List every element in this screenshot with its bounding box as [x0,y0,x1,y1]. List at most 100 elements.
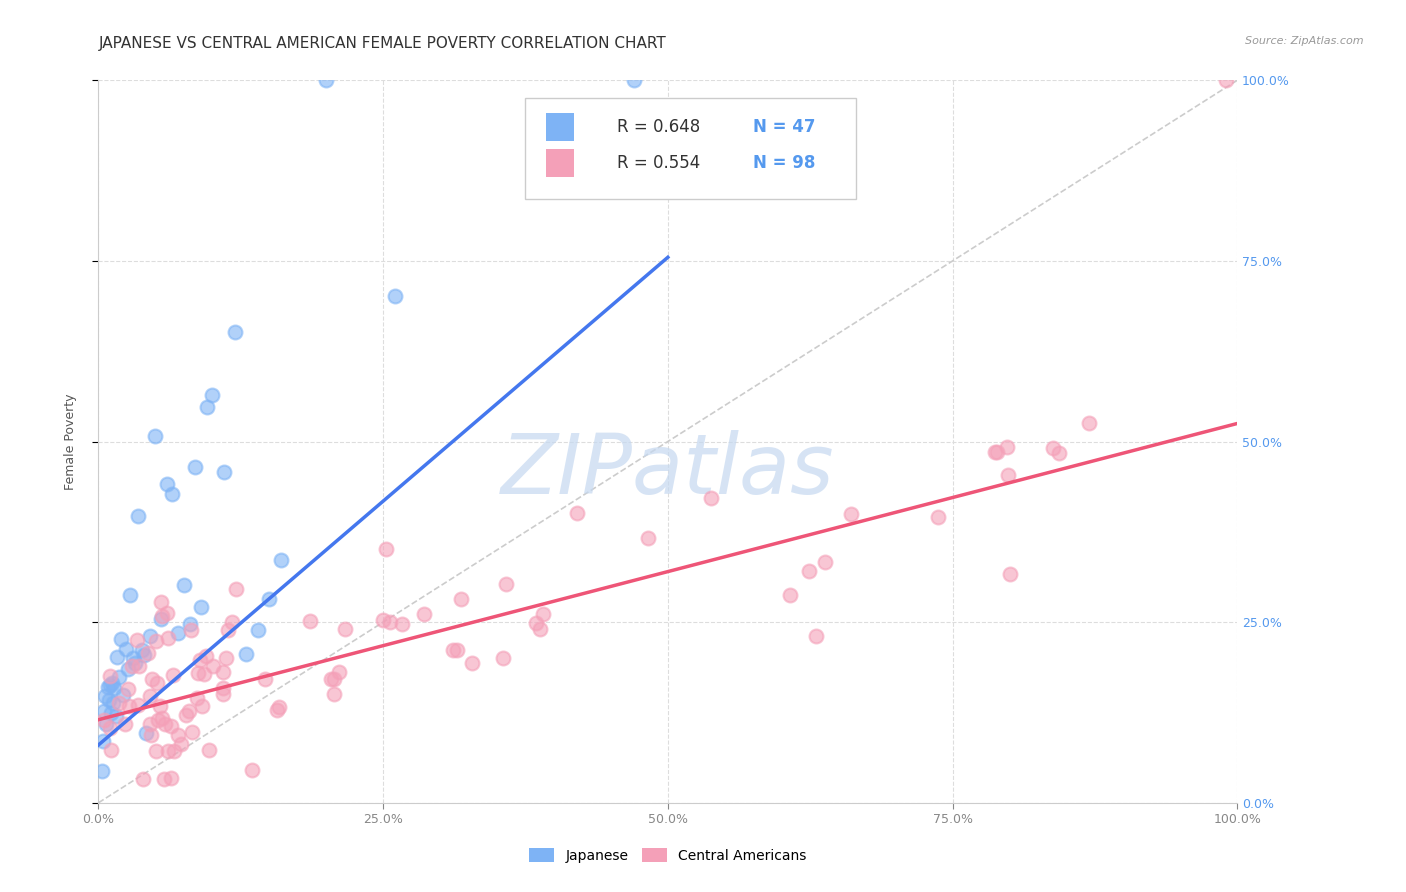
Point [998,567,1021,582]
Point [190,698,212,713]
Point [139,716,162,731]
Point [202,658,225,673]
Point [96,716,118,731]
Point [797,564,820,578]
Point [319,673,342,687]
Point [700,491,723,505]
Point [146,676,169,690]
Point [97,693,120,707]
Point [157,631,180,645]
Point [150,595,173,609]
Point [163,744,186,758]
Text: N = 47: N = 47 [754,119,815,136]
Point [495,576,517,591]
Point [146,713,169,727]
Point [391,616,413,631]
Point [806,629,828,643]
Point [378,615,401,629]
Point [184,460,207,475]
Point [98,678,121,692]
Point [136,646,159,660]
Point [145,744,167,758]
Point [779,589,801,603]
Point [150,711,173,725]
Point [103,697,125,711]
Text: R = 0.648: R = 0.648 [617,119,700,136]
Point [114,642,136,657]
Point [180,623,202,637]
Point [194,649,217,664]
Point [103,681,125,695]
Point [107,696,129,710]
Point [100,669,122,683]
Point [108,670,131,684]
Point [118,698,141,713]
Point [173,578,195,592]
Point [984,445,1007,459]
Point [224,325,246,339]
Point [179,616,201,631]
Text: JAPANESE VS CENTRAL AMERICAN FEMALE POVERTY CORRELATION CHART: JAPANESE VS CENTRAL AMERICAN FEMALE POVE… [98,36,666,51]
Point [190,599,212,614]
Text: N = 98: N = 98 [754,154,815,172]
Point [215,651,238,665]
Point [446,643,468,657]
Point [127,508,149,523]
Point [841,507,863,521]
Point [814,555,837,569]
Point [270,553,292,567]
Point [266,703,288,717]
Point [235,648,257,662]
Point [1042,441,1064,455]
Point [131,643,153,657]
Point [174,708,197,723]
Point [162,487,184,501]
Point [156,744,179,758]
Point [156,477,179,491]
Point [152,609,174,624]
Point [153,716,176,731]
Point [96,680,118,694]
Point [98,721,121,735]
Point [413,607,436,621]
FancyBboxPatch shape [546,149,575,178]
Point [371,613,394,627]
Point [141,673,163,687]
Point [195,400,218,414]
Point [145,429,167,443]
Point [225,582,247,597]
FancyBboxPatch shape [546,113,575,141]
Point [156,606,179,620]
Point [138,629,160,643]
Point [1077,416,1099,430]
Point [150,612,173,626]
Legend: Japanese, Central Americans: Japanese, Central Americans [523,842,813,868]
Point [167,626,190,640]
Point [188,653,211,667]
Point [267,699,290,714]
Point [162,668,184,682]
Point [166,728,188,742]
Point [114,716,136,731]
Point [132,772,155,787]
Point [1215,73,1237,87]
Point [212,687,235,701]
Point [637,532,659,546]
Point [117,662,139,676]
Point [197,743,219,757]
Point [187,665,209,680]
Point [240,763,263,777]
Point [927,510,949,524]
Point [124,657,146,671]
Point [221,615,243,629]
Point [986,445,1008,459]
Point [121,659,143,673]
Point [253,672,276,686]
Point [526,616,548,631]
Point [212,465,235,479]
Point [100,743,122,757]
Point [139,728,162,742]
Point [531,607,554,621]
Point [104,709,127,723]
Point [149,698,172,713]
